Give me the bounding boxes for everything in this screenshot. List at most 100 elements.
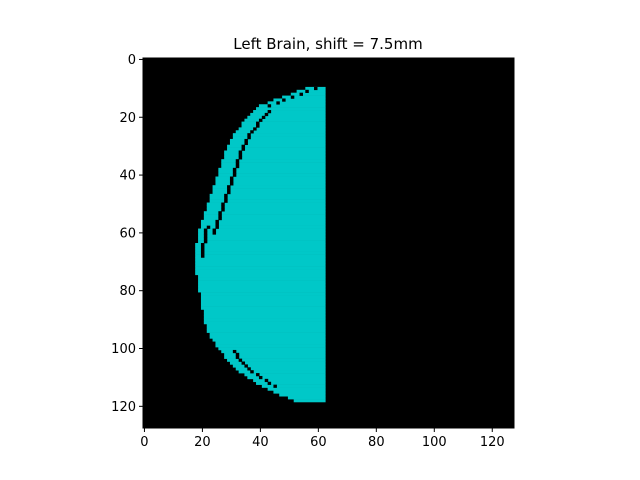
chart-title: Left Brain, shift = 7.5mm — [233, 35, 422, 53]
y-axis: 0 20 40 60 80 100 120 — [111, 53, 143, 415]
mask-gap — [241, 144, 246, 148]
mask-gap — [235, 355, 240, 359]
plot-frame — [142, 57, 515, 429]
mask-gap — [290, 95, 295, 99]
mask-gap — [200, 243, 205, 247]
mask-row — [221, 159, 326, 163]
mask-gap — [200, 245, 205, 250]
mask-gap — [256, 121, 260, 125]
mask-row — [235, 367, 326, 371]
mask-gap — [235, 164, 240, 169]
mask-row — [273, 98, 326, 102]
mask-row — [203, 321, 326, 325]
mask-gap — [215, 222, 219, 226]
mask-gap — [224, 199, 228, 203]
mask-gap — [232, 167, 237, 172]
mask-gap — [267, 110, 272, 114]
mask-gap — [264, 112, 269, 117]
mask-row — [247, 115, 326, 120]
mask-row — [200, 222, 326, 226]
mask-row — [203, 216, 326, 221]
mask-row — [215, 176, 326, 180]
mask-row — [209, 193, 326, 198]
mask-row — [227, 144, 326, 148]
mask-gap — [203, 228, 208, 232]
mask-row — [209, 332, 326, 336]
mask-gap — [241, 361, 246, 365]
mask-row — [203, 211, 326, 215]
mask-gap — [232, 173, 237, 177]
mask-row — [203, 312, 326, 316]
mask-row — [198, 277, 326, 281]
mask-row — [215, 179, 326, 183]
mask-gap — [221, 205, 225, 209]
mask-gap — [250, 370, 254, 374]
mask-row — [195, 257, 326, 261]
mask-gap — [273, 384, 277, 388]
x-tick-label: 80 — [368, 435, 385, 450]
x-tick-label: 0 — [140, 435, 148, 450]
mask-row — [203, 318, 326, 322]
mask-row — [290, 92, 326, 96]
mask-row — [258, 104, 326, 108]
mask-gap — [238, 150, 243, 154]
mask-row — [209, 199, 326, 203]
brain-mask — [195, 86, 326, 403]
mask-gap — [241, 147, 246, 151]
mask-gap — [206, 225, 211, 229]
mask-row — [287, 396, 326, 400]
mask-gap — [267, 104, 272, 108]
mask-row — [203, 309, 326, 313]
mask-gap — [212, 228, 217, 232]
mask-row — [244, 118, 326, 122]
mask-row — [227, 358, 326, 362]
mask-gap — [299, 92, 303, 96]
mask-gap — [261, 115, 266, 120]
mask-gap — [314, 86, 318, 91]
mask-gap — [203, 240, 208, 244]
mask-row — [229, 361, 326, 365]
mask-gap — [256, 373, 260, 377]
mask-gap — [224, 196, 228, 200]
mask-row — [209, 335, 326, 339]
mask-gap — [200, 248, 205, 252]
mask-gap — [232, 349, 237, 354]
y-tick-label: 120 — [111, 400, 136, 415]
mask-row — [218, 170, 326, 174]
y-tick-label: 0 — [128, 53, 136, 68]
mask-row — [200, 303, 326, 307]
mask-row — [241, 121, 326, 125]
mask-gap — [227, 190, 231, 195]
mask-row — [279, 393, 326, 397]
mask-gap — [224, 193, 228, 198]
mask-row — [198, 280, 326, 284]
mask-gap — [200, 254, 205, 258]
mask-gap — [258, 118, 263, 122]
x-axis: 0 20 40 60 80 100 120 — [140, 428, 505, 450]
mask-gap — [203, 234, 208, 238]
mask-row — [267, 387, 326, 391]
mask-row — [206, 208, 326, 212]
mask-row — [195, 243, 326, 247]
mask-row — [267, 101, 326, 105]
mask-gap — [229, 182, 234, 186]
mask-row — [198, 234, 326, 238]
mask-gap — [221, 208, 225, 212]
y-tick-label: 60 — [119, 226, 136, 241]
mask-gap — [235, 352, 240, 357]
mask-row — [195, 245, 326, 250]
mask-gap — [247, 367, 251, 371]
mask-row — [224, 150, 326, 154]
mask-gap — [218, 211, 222, 215]
mask-row — [198, 237, 326, 241]
mask-row — [232, 364, 326, 368]
mask-gap — [244, 141, 248, 146]
mask-row — [256, 381, 326, 385]
mask-row — [203, 315, 326, 319]
mask-row — [206, 326, 326, 331]
mask-row — [221, 349, 326, 354]
mask-row — [227, 147, 326, 151]
x-tick-label: 40 — [252, 435, 269, 450]
mask-row — [296, 89, 326, 93]
mask-row — [195, 263, 326, 267]
